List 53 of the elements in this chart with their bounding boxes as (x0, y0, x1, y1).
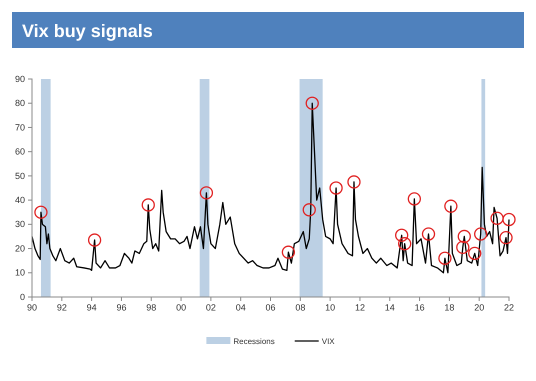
y-tick-label: 40 (14, 194, 25, 205)
point (395, 228, 408, 242)
x-tick-label: 22 (504, 302, 514, 312)
chart-title: Vix buy signals (22, 21, 153, 41)
point (142, 198, 155, 212)
point (502, 212, 516, 226)
y-tick-label: 70 (14, 122, 25, 132)
y-tick-label: 20 (14, 243, 25, 254)
y-tick-label: 50 (14, 170, 25, 181)
x-tick-label: 10 (325, 302, 336, 312)
y-tick-label: 30 (14, 219, 25, 230)
point (438, 252, 452, 265)
x-tick-label: 04 (236, 302, 246, 312)
y-tick-label: 0 (20, 292, 25, 302)
point (200, 186, 214, 200)
point (88, 233, 102, 247)
point (34, 206, 48, 219)
point (302, 203, 316, 216)
x-tick-label: 00 (176, 302, 186, 312)
x-tick-label: 96 (116, 302, 126, 312)
point (329, 181, 343, 195)
point (282, 246, 296, 259)
point (468, 246, 482, 260)
point (456, 240, 470, 254)
point (347, 175, 361, 189)
x-tick-label: 18 (444, 302, 454, 312)
y-tick-label: 90 (14, 74, 25, 84)
x-tick-label: 12 (354, 302, 365, 312)
legend-label: VIX (322, 337, 336, 346)
x-tick-label: 98 (146, 302, 156, 312)
point (474, 227, 488, 241)
x-tick-label: 06 (265, 302, 276, 312)
point (422, 227, 436, 241)
point (306, 96, 319, 110)
point (458, 230, 471, 244)
point (499, 231, 513, 244)
x-tick-label: 08 (295, 302, 306, 312)
point (490, 212, 504, 225)
x-tick-label: 16 (414, 302, 425, 312)
x-tick-label: 94 (86, 302, 97, 312)
x-tick-label: 14 (384, 302, 395, 312)
point (408, 192, 421, 206)
y-tick-label: 10 (14, 268, 25, 278)
line-series (31, 102, 510, 274)
x-tick-label: 20 (474, 302, 484, 312)
x-tick-label: 90 (26, 302, 38, 312)
legend-label: Recessions (233, 337, 275, 346)
y-tick-label: 60 (14, 146, 25, 157)
point (398, 237, 412, 250)
point (444, 200, 458, 213)
y-tick-label: 80 (14, 98, 25, 108)
x-tick-label: 02 (206, 302, 216, 312)
x-tick-label: 92 (56, 302, 67, 312)
